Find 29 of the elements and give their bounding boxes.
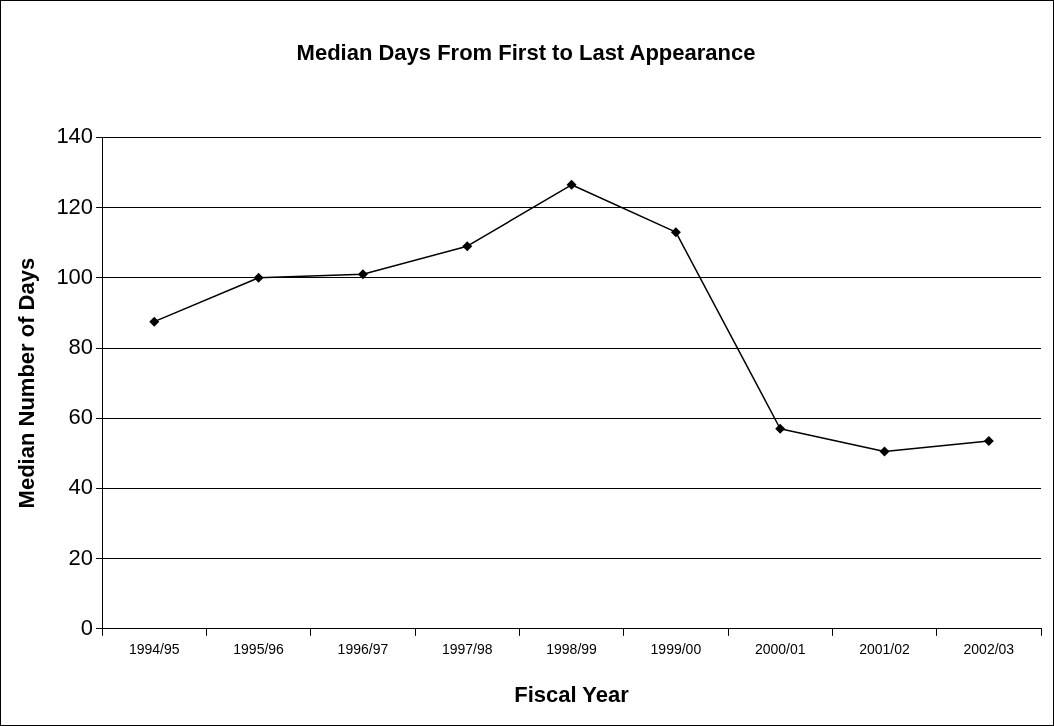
y-tick-label: 60: [68, 404, 94, 430]
y-tick-label: 40: [68, 474, 94, 500]
y-tick-label: 0: [80, 614, 94, 640]
point: [566, 179, 577, 190]
x-tick-label: 2001/02: [859, 641, 911, 658]
point: [670, 227, 681, 238]
point: [357, 269, 368, 280]
point: [879, 446, 890, 457]
x-tick-label: 1999/00: [650, 641, 702, 658]
x-axis-title: Fiscal Year: [514, 681, 630, 707]
y-tick-label: 140: [56, 123, 94, 149]
point: [775, 423, 786, 434]
x-tick-label: 2002/03: [963, 641, 1015, 658]
point: [462, 241, 473, 252]
x-tick-label: 1998/99: [546, 641, 598, 658]
y-axis-title: Median Number of Days: [14, 257, 40, 509]
y-tick-label: 120: [56, 193, 94, 219]
x-tick-label: 1994/95: [128, 641, 180, 658]
y-tick-label: 80: [68, 334, 94, 360]
point: [983, 436, 994, 447]
y-tick-label: 20: [68, 544, 94, 570]
x-tick-label: 1996/97: [337, 641, 389, 658]
point: [253, 272, 264, 283]
x-tick-label: 2000/01: [754, 641, 806, 658]
chart-title: Median Days From First to Last Appearance: [296, 40, 756, 66]
x-tick-label: 1997/98: [441, 641, 493, 658]
x-tick-label: 1995/96: [233, 641, 285, 658]
point: [149, 316, 160, 327]
y-tick-label: 100: [56, 263, 94, 289]
